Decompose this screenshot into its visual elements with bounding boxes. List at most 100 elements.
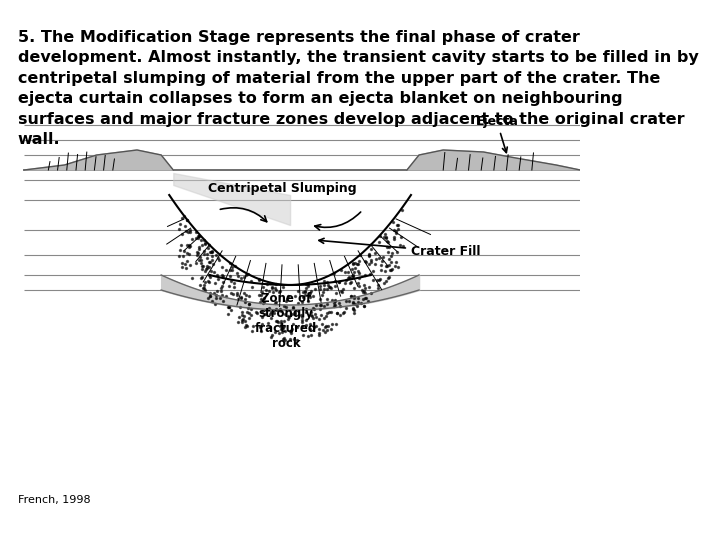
Point xyxy=(348,298,359,307)
Point xyxy=(256,288,267,296)
Point xyxy=(364,260,375,268)
Point xyxy=(299,287,310,296)
Point xyxy=(174,220,186,228)
Point xyxy=(229,279,240,288)
Point xyxy=(305,330,316,339)
Point xyxy=(282,315,294,323)
Point xyxy=(259,310,271,319)
Point xyxy=(321,295,333,304)
Point xyxy=(198,247,210,255)
Point xyxy=(217,296,228,305)
Point xyxy=(177,251,189,260)
Point xyxy=(215,284,227,292)
Point xyxy=(392,221,403,230)
Point xyxy=(190,233,202,242)
Point xyxy=(197,262,209,271)
Text: Centripetal Slumping: Centripetal Slumping xyxy=(208,182,356,195)
Point xyxy=(184,260,196,269)
Point xyxy=(383,243,395,252)
Point xyxy=(377,257,388,266)
Point xyxy=(305,293,316,301)
Point xyxy=(201,264,212,273)
Point xyxy=(318,276,330,285)
Point xyxy=(181,249,193,258)
Point xyxy=(268,288,279,296)
Point xyxy=(392,262,404,271)
Point xyxy=(192,233,204,242)
Point xyxy=(352,279,364,287)
Point xyxy=(199,250,210,259)
Point xyxy=(247,321,258,330)
Point xyxy=(261,280,273,288)
Point xyxy=(315,282,326,291)
Point xyxy=(349,300,361,308)
Point xyxy=(210,279,221,288)
Point xyxy=(363,251,374,259)
Point xyxy=(207,259,219,268)
Point xyxy=(180,260,192,268)
Point xyxy=(246,327,258,335)
Point xyxy=(330,289,341,298)
Point xyxy=(174,251,185,260)
Point xyxy=(266,283,277,292)
Point xyxy=(305,325,316,334)
Point xyxy=(261,285,272,294)
Point xyxy=(329,301,341,310)
Point xyxy=(207,256,218,265)
Point xyxy=(302,332,314,340)
Point xyxy=(383,260,395,269)
Point xyxy=(292,322,303,331)
Point xyxy=(292,335,303,344)
Point xyxy=(369,249,380,258)
Point xyxy=(386,265,397,273)
Point xyxy=(199,267,210,275)
Point xyxy=(272,318,284,327)
Point xyxy=(199,286,211,294)
Point xyxy=(191,227,202,236)
Point xyxy=(181,215,193,224)
Point xyxy=(238,272,249,281)
Point xyxy=(325,284,337,292)
Point xyxy=(275,319,287,328)
Point xyxy=(343,273,354,282)
Point xyxy=(194,253,206,261)
Point xyxy=(205,248,217,256)
Point xyxy=(223,282,235,291)
Point xyxy=(193,255,204,264)
Point xyxy=(270,317,282,326)
Point xyxy=(216,271,228,280)
Text: Zone of
strongly
fractured
rock: Zone of strongly fractured rock xyxy=(255,292,318,350)
Point xyxy=(318,302,330,310)
Point xyxy=(321,326,333,334)
Point xyxy=(224,259,235,267)
Point xyxy=(394,241,405,249)
Text: Crater Fill: Crater Fill xyxy=(319,238,480,258)
Point xyxy=(275,325,287,334)
Point xyxy=(284,334,296,343)
Point xyxy=(314,325,325,334)
Point xyxy=(301,284,312,293)
Point xyxy=(304,289,315,298)
Point xyxy=(217,282,228,291)
Point xyxy=(270,284,282,293)
Point xyxy=(204,272,216,281)
Point xyxy=(330,281,341,290)
Point xyxy=(307,304,318,313)
Point xyxy=(271,316,283,325)
Point xyxy=(196,265,207,273)
Point xyxy=(386,258,397,266)
Point xyxy=(330,296,341,305)
Point xyxy=(176,230,188,238)
Point xyxy=(317,291,328,299)
Point xyxy=(196,241,207,249)
Point xyxy=(332,308,343,317)
Point xyxy=(328,299,340,308)
Point xyxy=(297,318,308,326)
Point xyxy=(378,279,390,287)
Point xyxy=(213,255,225,264)
Point xyxy=(203,240,215,249)
Point xyxy=(300,307,311,316)
Point xyxy=(360,294,372,302)
Point xyxy=(392,224,404,233)
Point xyxy=(320,323,331,332)
